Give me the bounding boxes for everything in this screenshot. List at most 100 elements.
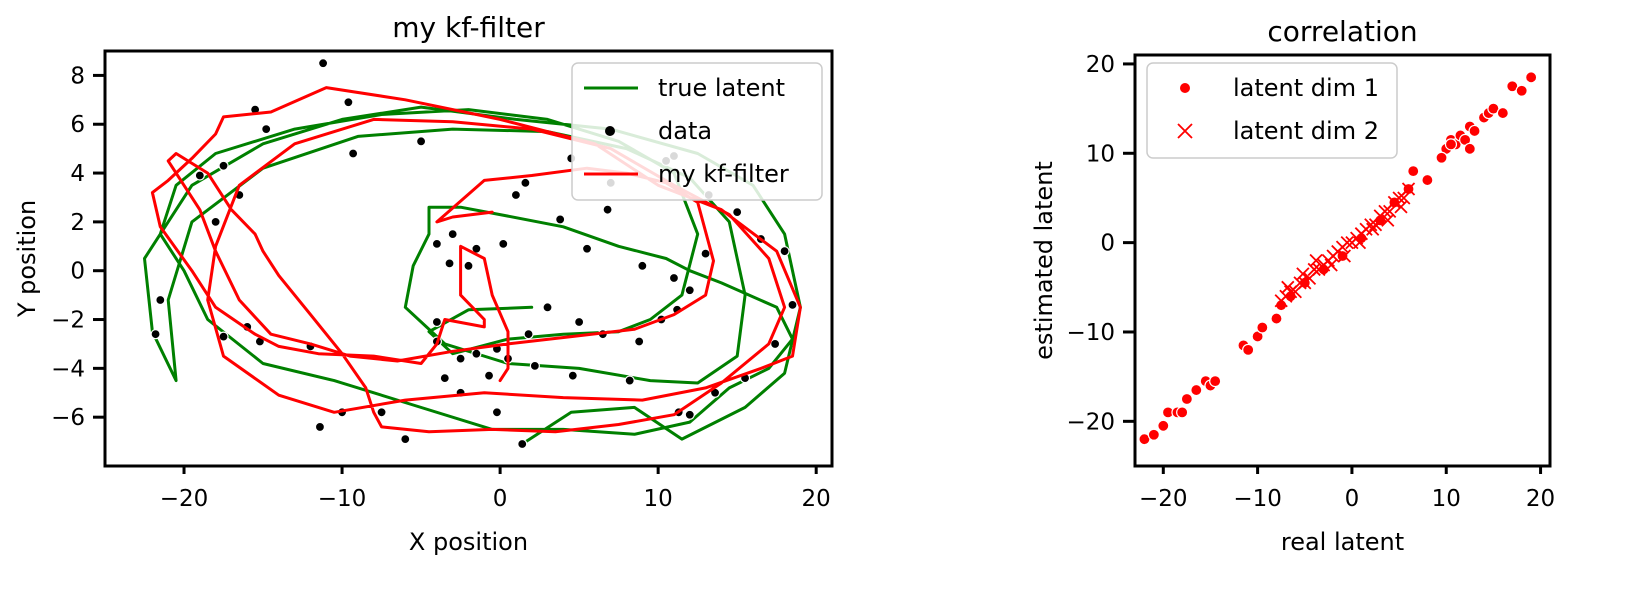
data-point [150,329,161,340]
plot-area [1138,71,1538,446]
x-tick-label: 0 [1345,486,1360,512]
x-tick-label: −10 [318,486,367,512]
correlation-panel: −20 −10 0 10 20 −20 −10 0 10 20 correlation real la… [1030,15,1555,556]
data-point [455,353,466,364]
latent-dim-2-point [1293,276,1307,290]
latent-dim-1-point [1147,428,1160,441]
my-kf-filter-legend-label: my kf-filter [658,160,789,188]
y-axis-label: Y position [13,200,41,318]
latent-dim-2-point [1397,191,1411,205]
latent-dim-2-point [1340,235,1354,250]
data-point [415,136,427,147]
data-point [194,170,205,181]
latent-dim-1-point [1157,419,1170,432]
data-point [574,316,585,328]
x-tick-label: −10 [1233,486,1282,512]
latent-dim-2-point [1381,213,1395,227]
latent-dim-1-point [1435,151,1448,164]
y-tick-label: 2 [70,210,85,236]
x-tick-label: 10 [1432,486,1461,512]
y-tick-label: 4 [70,161,85,187]
latent-dim-2-point [1352,235,1367,250]
latent-dim-2-point [1281,280,1295,294]
latent-dim-1-point [1444,138,1458,151]
latent-dim-1-point [1176,406,1189,419]
latent-dim-1-point [1180,392,1193,406]
data-point [581,243,593,254]
latent-dim-2-point [1394,200,1408,214]
data-point [770,338,781,350]
data-point [439,373,450,384]
data-point [520,177,531,188]
data-point [510,189,522,201]
data-point [779,246,790,257]
data-point [624,375,635,386]
data-point [431,238,442,249]
data-point [542,302,553,313]
data-point [318,58,329,69]
data-point [523,329,534,340]
axes-frame [1133,53,1552,468]
latent-dim-1-point [1256,321,1269,334]
latent-dim-1-point [1496,106,1509,120]
data-point [555,214,566,225]
data-point [491,407,503,418]
data-point [155,294,166,306]
data-point [463,260,474,271]
data-point [444,258,455,269]
data-point [218,160,229,171]
data-point [517,438,528,450]
y-axis-label: estimated latent [1030,161,1058,360]
data-point [210,216,221,227]
data-point [400,434,411,445]
latent-dim-1-point [1515,84,1528,97]
x-tick-label: 20 [802,486,831,512]
data-point [471,348,482,359]
latent-dim-1-legend-label: latent dim 1 [1233,74,1379,102]
y-tick-label: 0 [1100,231,1115,257]
data-point [498,238,509,249]
x-tick-label: 0 [493,486,508,512]
data-point [684,285,695,296]
legend-box [571,62,823,201]
x-tick-label: 20 [1526,486,1555,512]
y-tick-label: −20 [1066,409,1115,435]
x-tick-label: −20 [1139,486,1188,512]
data-point [787,299,798,310]
y-tick-label: −2 [51,308,85,334]
latent-dim-2-point [1337,249,1352,263]
latent-dim-2-point [1366,222,1380,236]
my-kf-filter-line [150,86,802,434]
data-point [348,148,359,159]
data-point [343,97,354,108]
axes-frame [103,49,834,468]
data-legend-label: data [658,117,712,145]
data-point [668,272,680,284]
y-tick-label: −4 [51,356,85,382]
y-tick-label: 10 [1086,141,1115,167]
y-tick-label: 6 [70,112,85,138]
data-point [447,228,458,240]
x-axis-label: real latent [1281,528,1404,556]
latent-dim-1-point [1463,142,1476,155]
legend: true latent data my kf-filter [571,62,823,201]
latent-dim-2-point [1401,182,1416,196]
latent-dim-1-point [1407,165,1420,178]
latent-dim-1-point [1190,383,1203,397]
data-point [602,204,613,215]
data-point [261,124,272,135]
latent-dim-1-point [1525,71,1538,84]
latent-dim-1-legend-swatch [1180,83,1190,93]
latent-dim-1-point [1468,124,1481,138]
latent-dim-2-point [1324,258,1338,272]
plot-area [143,58,802,450]
latent-dim-2-point [1296,267,1310,281]
legend-box [1146,62,1398,159]
x-tick-label: −20 [160,486,209,512]
latent-dim-1-point [1209,375,1222,388]
data-point [431,316,442,328]
y-tick-label: 0 [70,259,85,285]
data-point [314,421,326,433]
latent-dim-1-point [1242,343,1255,356]
latent-dim-2-legend-label: latent dim 2 [1233,117,1379,145]
